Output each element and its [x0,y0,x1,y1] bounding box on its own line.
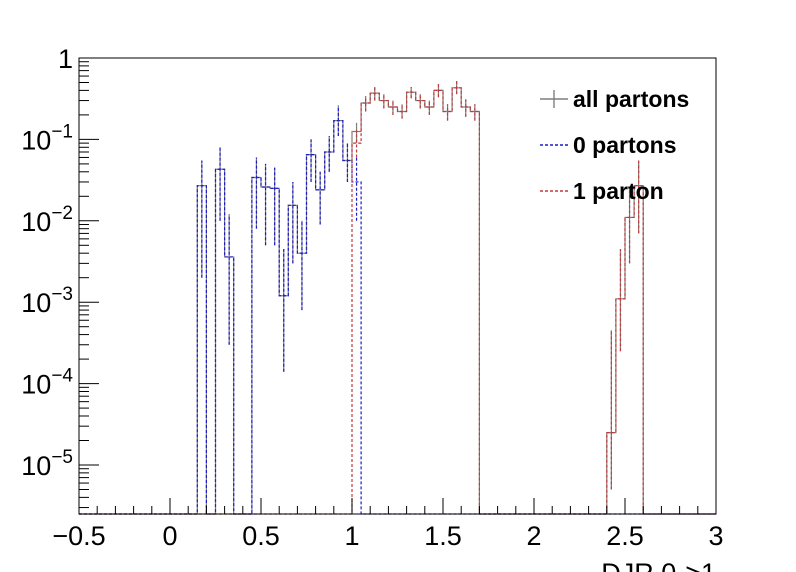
legend-label: 0 partons [573,132,677,158]
x-tick-label: 0.5 [242,521,280,551]
x-tick-label: 1 [344,521,359,551]
plot-frame [78,57,717,515]
x-axis-title: DJR 0->1 [601,558,716,572]
y-tick-label: 10−3 [21,284,73,318]
x-tick-label: 2.5 [606,521,644,551]
x-tick-label: 1.5 [424,521,462,551]
series-0-partons [79,105,716,515]
x-tick-label: −0.5 [52,521,105,551]
y-tick-label: 10−2 [21,203,73,237]
x-tick-label: 0 [162,521,177,551]
legend-label: 1 parton [573,178,664,204]
histogram-line [79,120,716,515]
y-tick-label: 1 [58,44,73,74]
x-tick-label: 3 [708,521,723,551]
legend-label: all partons [573,86,689,112]
x-tick-label: 2 [526,521,541,551]
axes-layer: −0.5 0 0.5 1 1.5 2 2.5 3 1 10−1 10−2 10−3 10−4 10−5 [21,44,723,551]
y-tick-label: 10−1 [21,121,73,155]
legend: all partons 0 partons 1 parton [540,86,689,204]
y-tick-label: 10−5 [21,447,73,481]
y-tick-label: 10−4 [21,366,73,400]
